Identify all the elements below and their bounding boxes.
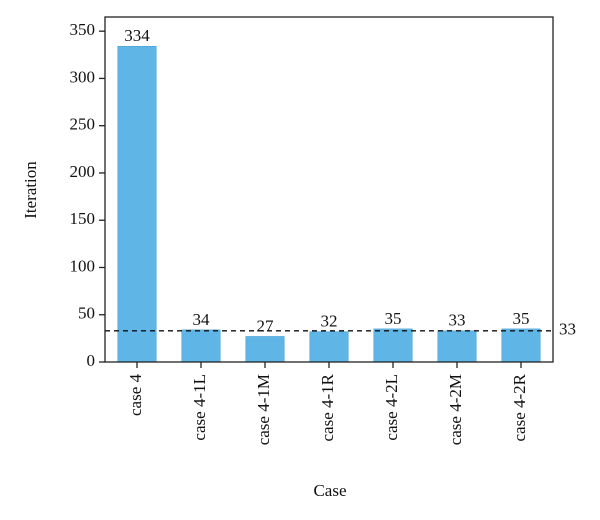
x-tick-label: case 4-2M: [446, 374, 465, 445]
value-label: 32: [321, 312, 338, 331]
bar: [117, 46, 157, 363]
bar: [309, 331, 349, 363]
bar: [373, 328, 413, 363]
plot-frame: [104, 16, 554, 363]
x-axis-label: Case: [313, 481, 346, 500]
y-tick-label: 250: [70, 115, 96, 134]
x-tick-label: case 4: [126, 374, 145, 417]
y-tick-label: 300: [70, 67, 96, 86]
value-label: 334: [124, 26, 150, 45]
value-label: 35: [385, 309, 402, 328]
y-tick-label: 150: [70, 209, 96, 228]
value-label: 35: [513, 309, 530, 328]
bar: [501, 328, 541, 363]
reference-label: 33: [559, 320, 576, 339]
x-tick-label: case 4-2L: [382, 374, 401, 441]
value-label: 33: [449, 311, 466, 330]
y-tick-label: 200: [70, 162, 96, 181]
value-label: 27: [257, 316, 275, 335]
bar: [437, 330, 477, 363]
bar: [245, 336, 285, 363]
bar: [181, 329, 221, 363]
x-tick-label: case 4-1L: [190, 374, 209, 441]
x-tick-label: case 4-1M: [254, 374, 273, 445]
x-tick-label: case 4-2R: [510, 373, 529, 441]
y-tick-label: 50: [78, 304, 95, 323]
y-tick-label: 100: [70, 256, 96, 275]
y-axis-label: Iteration: [21, 161, 40, 219]
value-label: 34: [193, 310, 211, 329]
y-tick-label: 0: [87, 351, 96, 370]
x-tick-label: case 4-1R: [318, 373, 337, 441]
y-tick-label: 350: [70, 20, 96, 39]
